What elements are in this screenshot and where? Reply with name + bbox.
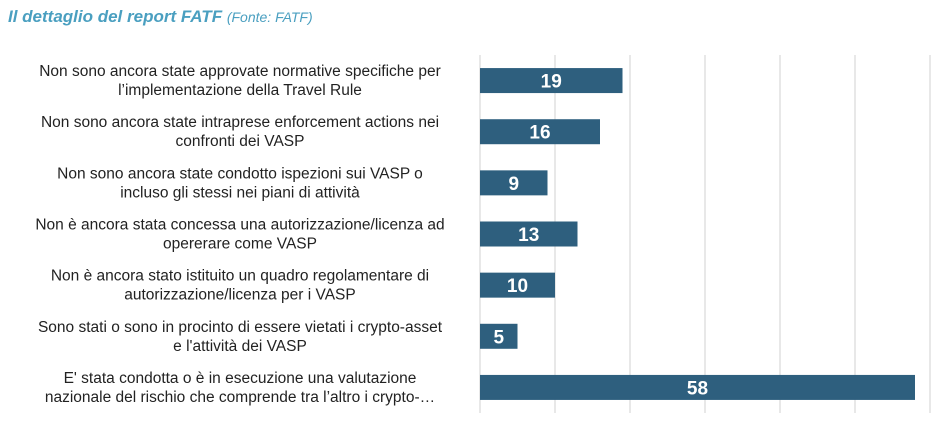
category-label-2: Non sono ancora state intraprese enforce…: [41, 114, 439, 150]
category-label-line: l’implementazione della Travel Rule: [118, 82, 362, 99]
bars: 19 16 9 13 10 5 58: [480, 68, 915, 400]
chart-title: Il dettaglio del report FATF (Fonte: FAT…: [8, 7, 313, 27]
data-label-1: 19: [541, 72, 562, 93]
category-label-1: Non sono ancora state approvate normativ…: [39, 63, 441, 99]
category-label-4: Non è ancora stata concessa una autorizz…: [35, 217, 444, 253]
category-label-line: E' stata condotta o è in esecuzione una …: [64, 370, 417, 387]
category-label-3: Non sono ancora state condotto ispezioni…: [57, 165, 423, 201]
data-label-6: 5: [493, 327, 504, 348]
category-label-7: E' stata condotta o è in esecuzione una …: [45, 370, 435, 406]
bar-6: [480, 323, 518, 349]
category-label-line: Non sono ancora state intraprese enforce…: [41, 114, 439, 131]
category-label-line: incluso gli stessi nei piani di attività: [120, 184, 360, 201]
category-label-line: nazionale del rischio che comprende tra …: [45, 389, 435, 406]
chart-title-main: Il dettaglio del report FATF: [8, 7, 223, 26]
category-label-line: confronti dei VASP: [176, 133, 305, 150]
category-label-line: Sono stati o sono in procinto di essere …: [38, 319, 443, 336]
data-label-3: 9: [508, 174, 519, 195]
category-label-line: Non è ancora stata concessa una autorizz…: [35, 217, 444, 234]
bar-2: [480, 119, 600, 145]
category-label-5: Non è ancora stato istituito un quadro r…: [51, 268, 429, 304]
category-label-line: Non sono ancora state condotto ispezioni…: [57, 165, 423, 182]
chart-title-source: (Fonte: FATF): [226, 9, 313, 25]
category-labels: Non sono ancora state approvate normativ…: [35, 63, 444, 406]
data-label-7: 58: [687, 378, 708, 399]
bar-4: [480, 221, 578, 247]
bar-3: [480, 170, 548, 196]
category-label-line: e l'attività dei VASP: [173, 338, 307, 355]
category-label-line: autorizzazione/licenza per i VASP: [124, 287, 355, 304]
bar-5: [480, 272, 555, 298]
category-label-6: Sono stati o sono in procinto di essere …: [38, 319, 443, 355]
data-label-2: 16: [529, 123, 550, 144]
source-text: Fonte: FATF: [231, 9, 308, 25]
bar-7: [480, 374, 915, 400]
category-label-line: opererare come VASP: [163, 236, 317, 253]
data-label-5: 10: [507, 276, 528, 297]
bar-1: [480, 68, 623, 94]
category-label-line: Non sono ancora state approvate normativ…: [39, 63, 441, 80]
category-label-line: Non è ancora stato istituito un quadro r…: [51, 268, 429, 285]
data-label-4: 13: [518, 225, 539, 246]
